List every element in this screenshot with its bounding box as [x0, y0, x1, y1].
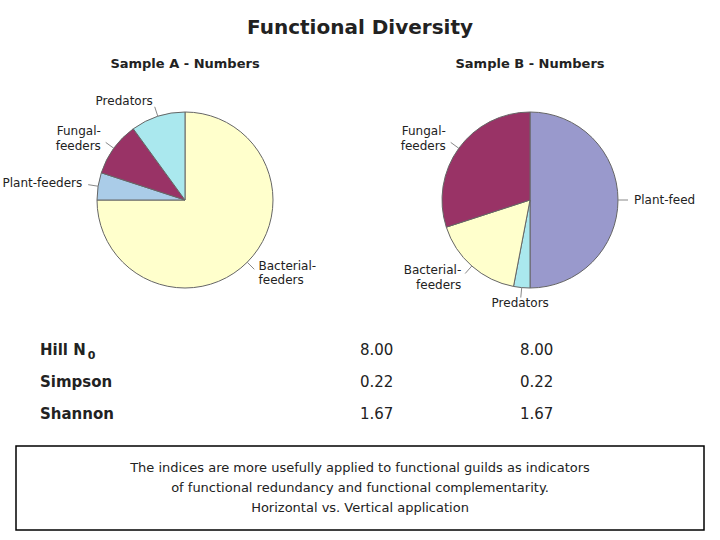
slice-label-line: Bacterial- [259, 259, 317, 273]
footer-box [16, 446, 704, 530]
label-leader [106, 142, 114, 148]
metric-label: Shannon [40, 405, 114, 423]
slice-label: Bacterial-feeders [404, 263, 462, 291]
slice-label-line: Fungal- [57, 124, 101, 138]
footer-text: The indices are more usefully applied to… [129, 460, 590, 515]
slice-label-line: Plant-feed [634, 193, 695, 207]
metric-value: 8.00 [520, 341, 553, 359]
metrics-table: Hill N0 8.00 8.00 Simpson 0.22 0.22 Shannon 1.6… [40, 341, 553, 423]
footer-text-line: Horizontal vs. Vertical application [251, 500, 469, 515]
metric-value: 0.22 [360, 373, 393, 391]
slice-label: Bacterial-feeders [259, 259, 317, 287]
footer-text-line: The indices are more usefully applied to… [129, 460, 590, 475]
metric-label: Hill N [40, 341, 86, 359]
footer-text-line: of functional redundancy and functional … [171, 480, 549, 495]
slice-label-line: Plant-feeders [3, 176, 83, 190]
slice-label: Fungal-feeders [56, 124, 101, 152]
pie-slice [133, 112, 185, 200]
slice-label-line: feeders [416, 278, 461, 292]
slice-label-line: feeders [56, 139, 101, 153]
pie-title: Sample B - Numbers [455, 56, 604, 71]
label-leader [155, 107, 158, 117]
label-leader [451, 142, 459, 148]
slice-label-line: Predators [492, 296, 549, 310]
metric-subscript: 0 [88, 349, 96, 362]
slice-label-line: Fungal- [402, 124, 446, 138]
slice-label: Fungal-feeders [401, 124, 446, 152]
metric-value: 1.67 [520, 405, 553, 423]
title: Functional Diversity [247, 15, 473, 39]
slice-label-line: feeders [401, 139, 446, 153]
slice-label: Predators [492, 296, 549, 310]
label-leader [618, 200, 628, 201]
slice-label: Plant-feeders [3, 176, 83, 190]
slice-label: Plant-feed [634, 193, 695, 207]
pie-title: Sample A - Numbers [110, 56, 260, 71]
figure: Functional Diversity Sample A - Numbers Ba… [0, 0, 720, 540]
slice-label-line: feeders [259, 273, 304, 287]
metric-label: Simpson [40, 373, 112, 391]
metric-value: 1.67 [360, 405, 393, 423]
slice-label: Predators [96, 94, 153, 108]
pie-slice [442, 112, 530, 227]
pie: Sample A - Numbers Bacterial-feeders Plant… [3, 56, 317, 288]
label-leader [247, 262, 254, 269]
footer: The indices are more usefully applied to… [16, 446, 704, 530]
label-leader [88, 185, 98, 187]
metric-value: 8.00 [360, 341, 393, 359]
label-leader [465, 266, 472, 274]
background [0, 0, 720, 540]
slice-label-line: Bacterial- [404, 263, 462, 277]
pie: Sample B - Numbers Plant-feed Predators Bac… [401, 56, 695, 310]
metric-value: 0.22 [520, 373, 553, 391]
pie-slice [97, 112, 273, 288]
pie-slice [530, 112, 618, 288]
slice-label-line: Predators [96, 94, 153, 108]
